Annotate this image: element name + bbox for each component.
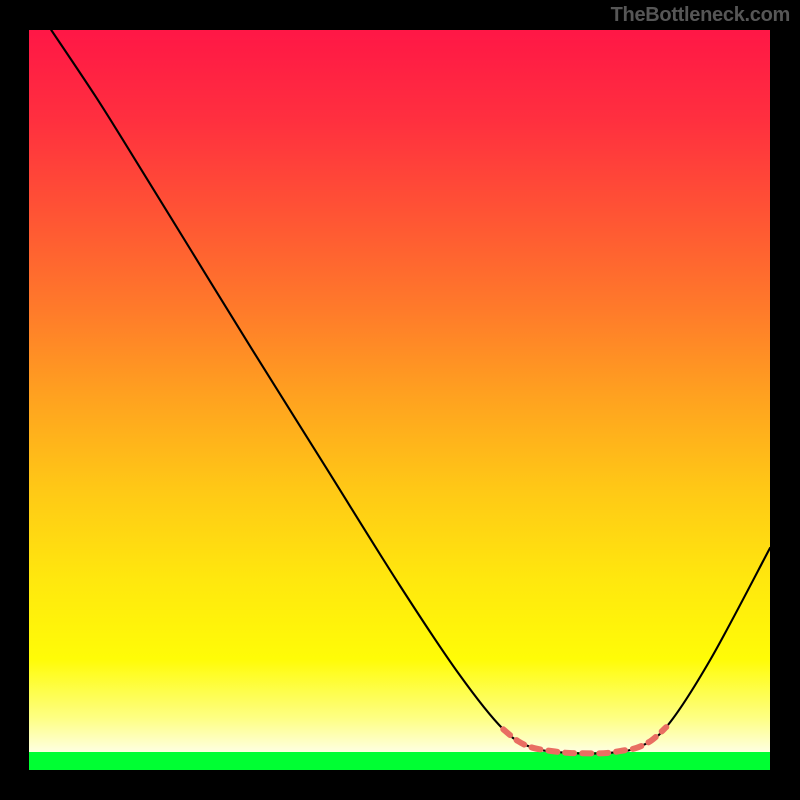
- curve-layer: [29, 30, 770, 770]
- optimal-range-band: [503, 727, 666, 753]
- chart-container: TheBottleneck.com: [0, 0, 800, 800]
- plot-area: [29, 30, 770, 770]
- bottleneck-curve: [51, 30, 770, 754]
- watermark-text: TheBottleneck.com: [611, 4, 790, 27]
